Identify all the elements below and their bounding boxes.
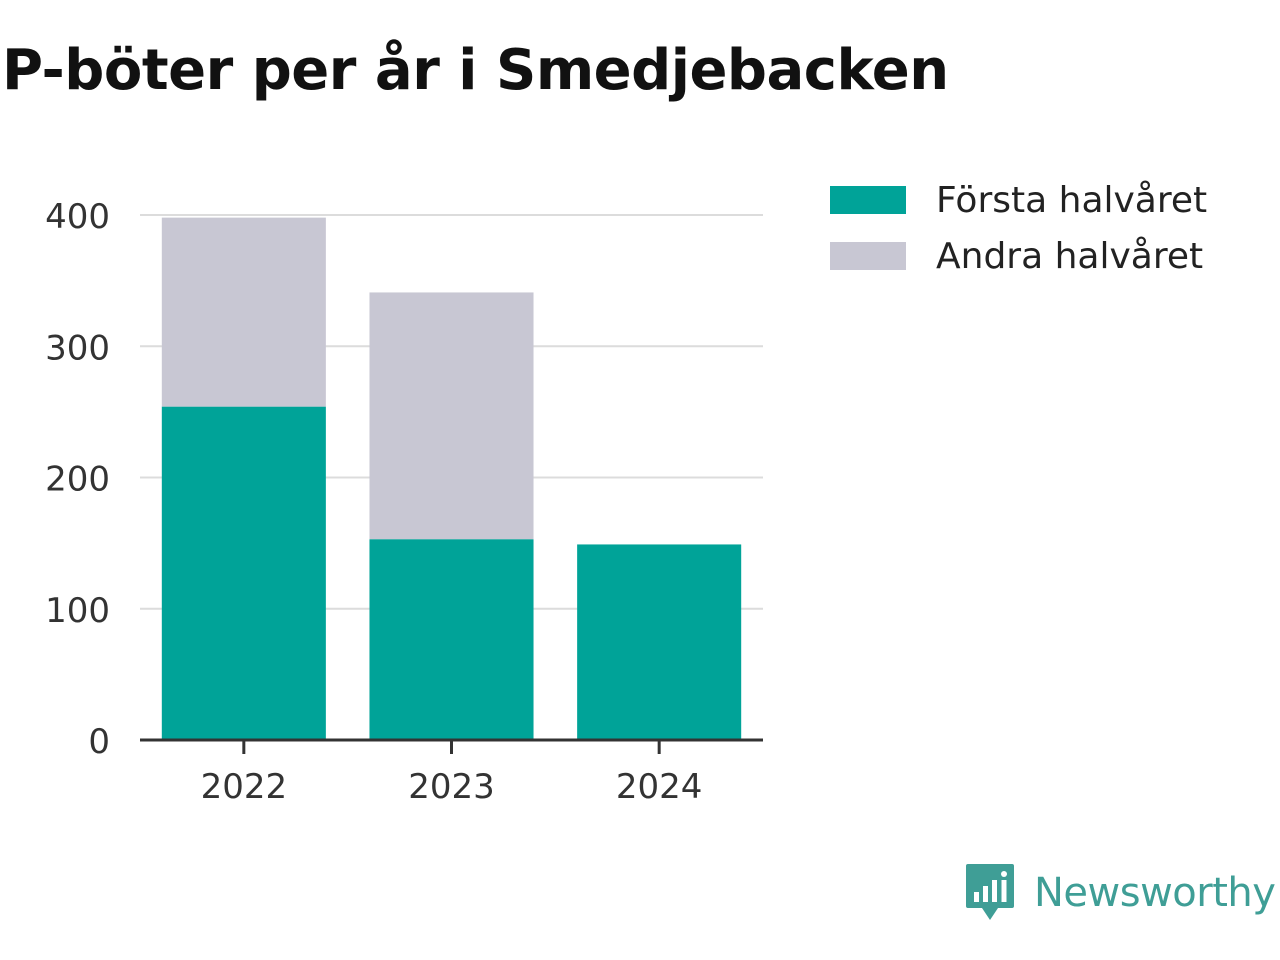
legend-swatch-first-half	[830, 186, 906, 214]
bar-chart: 0 100 200 300 400 2022 2023 2024	[45, 197, 763, 807]
bar-2023-series-1	[369, 292, 534, 540]
legend-label-first-half: Första halvåret	[936, 179, 1208, 221]
legend-swatch-second-half	[830, 242, 906, 270]
axes	[140, 738, 763, 754]
legend-item-first-half: Första halvåret	[830, 172, 1207, 228]
bar-2023-series-0	[369, 539, 534, 740]
bars	[161, 217, 742, 740]
bar-2024-series-0	[577, 544, 742, 740]
brand-name: Newsworthy	[1034, 870, 1276, 916]
y-tick-label: 400	[45, 197, 110, 237]
y-tick-label: 0	[88, 722, 110, 762]
y-tick-label: 300	[45, 328, 110, 368]
legend-label-second-half: Andra halvåret	[936, 235, 1204, 277]
legend-item-second-half: Andra halvåret	[830, 228, 1207, 284]
newsworthy-logo-icon	[966, 864, 1014, 920]
x-tick-label: 2024	[616, 767, 703, 807]
brand-logo: Newsworthy	[964, 862, 1276, 924]
y-tick-label: 200	[45, 460, 110, 500]
legend: Första halvåret Andra halvåret	[830, 172, 1207, 284]
x-tick-label: 2023	[408, 767, 495, 807]
chart-title: P-böter per år i Smedjebacken	[2, 38, 949, 103]
x-tick-label: 2022	[201, 767, 288, 807]
tick-labels: 0 100 200 300 400 2022 2023 2024	[45, 197, 702, 807]
bar-2022-series-1	[161, 217, 326, 407]
y-tick-label: 100	[45, 591, 110, 631]
bar-2022-series-0	[161, 406, 326, 740]
